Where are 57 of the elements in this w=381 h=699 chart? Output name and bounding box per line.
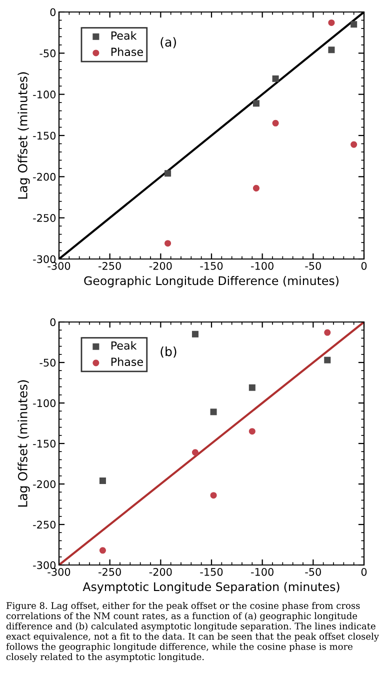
x-axis-title: Asymptotic Longitude Separation (minutes) xyxy=(82,582,340,594)
point xyxy=(210,492,217,499)
x-tick-label: 0 xyxy=(361,568,367,576)
x-tick-label: 0 xyxy=(361,262,367,270)
legend-label: Phase xyxy=(111,357,143,366)
point xyxy=(248,428,256,435)
point xyxy=(324,356,331,364)
y-tick-label: -250 xyxy=(33,214,56,222)
y-tick-label: -100 xyxy=(33,90,56,98)
y-tick-label: -50 xyxy=(40,49,56,58)
x-axis-title: Geographic Longitude Difference (minutes) xyxy=(84,276,338,288)
point xyxy=(248,384,256,391)
y-tick-label: -250 xyxy=(33,520,56,529)
x-tick-label: -250 xyxy=(98,262,121,270)
x-tick-label: -50 xyxy=(305,568,321,576)
y-tick-label: 0 xyxy=(50,8,56,16)
x-tick-label: -200 xyxy=(149,262,172,270)
y-tick-label: -200 xyxy=(33,172,56,181)
y-axis-title: Lag Offset (minutes) xyxy=(18,380,30,507)
point xyxy=(324,329,331,336)
point xyxy=(99,478,106,484)
x-tick-label: -150 xyxy=(200,568,223,576)
point xyxy=(328,19,335,26)
point xyxy=(192,330,198,338)
legend-label: Peak xyxy=(111,31,137,40)
y-tick-label: -150 xyxy=(33,440,56,448)
y-tick-label: -150 xyxy=(33,132,56,140)
point xyxy=(99,547,106,554)
x-tick-label: -100 xyxy=(251,262,274,270)
point xyxy=(164,240,172,247)
point xyxy=(192,449,198,456)
point xyxy=(350,21,358,28)
x-tick-label: -50 xyxy=(305,262,321,270)
x-tick-label: -200 xyxy=(149,568,172,576)
y-axis-title: Lag Offset (minutes) xyxy=(18,72,30,199)
point xyxy=(252,100,260,107)
x-tick-label: -150 xyxy=(200,262,223,270)
point xyxy=(210,408,217,416)
y-tick-label: -50 xyxy=(40,358,56,367)
x-tick-label: -250 xyxy=(98,568,121,576)
annotation: (a) xyxy=(160,37,176,48)
point xyxy=(272,120,279,126)
point xyxy=(272,75,279,82)
y-tick-label: -300 xyxy=(33,561,56,570)
point xyxy=(164,170,172,177)
point xyxy=(328,46,335,54)
y-tick-label: -200 xyxy=(33,480,56,488)
annotation: (b) xyxy=(160,346,176,358)
x-tick-label: -100 xyxy=(251,568,274,576)
y-tick-label: -100 xyxy=(33,399,56,408)
y-tick-label: -300 xyxy=(33,255,56,264)
legend-label: Phase xyxy=(111,47,143,56)
legend-label: Peak xyxy=(111,341,137,350)
y-tick-label: 0 xyxy=(50,318,56,326)
point xyxy=(350,141,358,148)
point xyxy=(252,184,260,192)
caption: Figure 8. Lag offset, either for the peak offset or the cosine phase from cross correlations of the NM count rates, as a function of (a) geographic longitude difference and (b) calculated asymptotic longitude separation. The lines indicate exact equivalence, not a fit to the data. It can be seen that the peak offset closely follows the geographic longitude difference, while the cosine phase is more closely related to the asymptotic longitude. xyxy=(6,602,379,662)
